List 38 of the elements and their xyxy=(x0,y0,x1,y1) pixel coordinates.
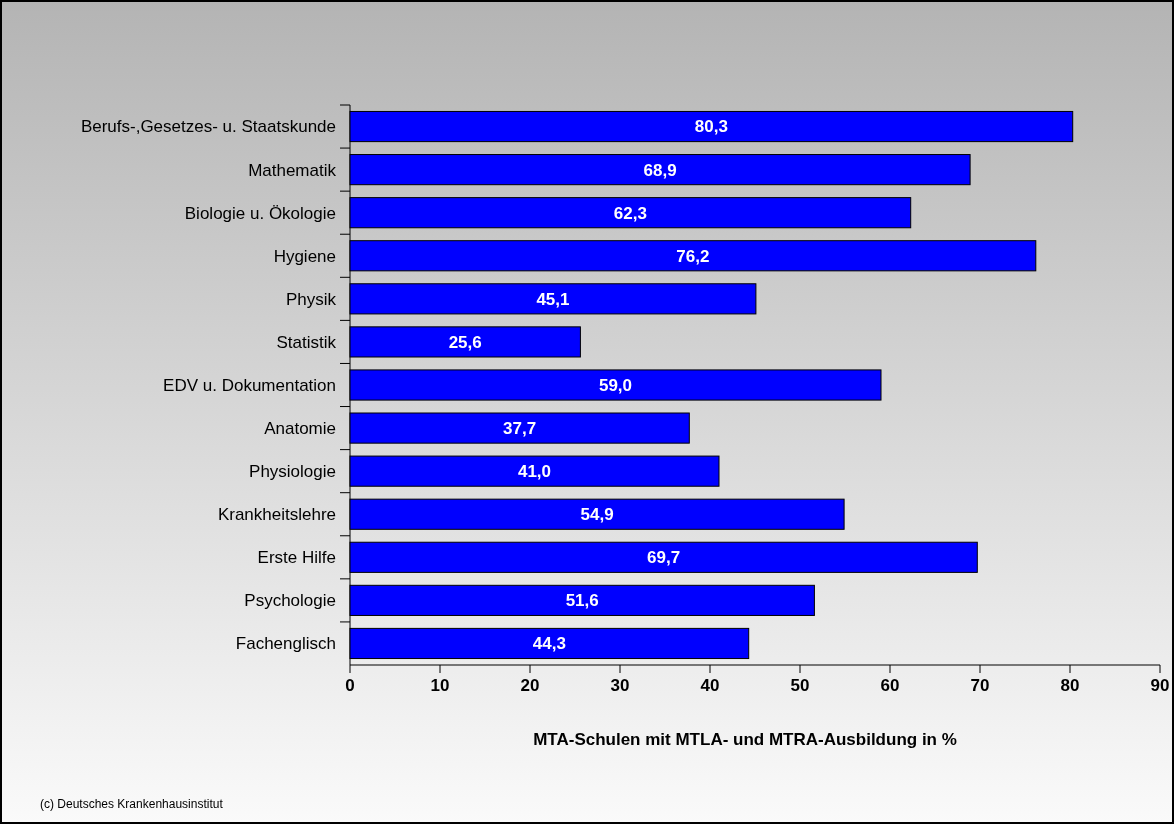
x-tick-label: 20 xyxy=(520,676,540,695)
y-tick-label: Hygiene xyxy=(273,246,336,266)
y-tick-label: Anatomie xyxy=(264,419,336,439)
text: (c) Deutsches Krankenhausinstitut xyxy=(40,797,224,811)
x-tick-label: 50 xyxy=(790,676,810,695)
y-tick-label: Psychologie xyxy=(244,591,336,611)
x-tick-label: 30 xyxy=(610,676,630,695)
data-label: 45,1 xyxy=(536,289,570,309)
y-tick-label: Fachenglisch xyxy=(235,634,336,654)
data-label: 54,9 xyxy=(580,505,614,525)
x-tick-label: 60 xyxy=(880,676,900,695)
data-label: 68,9 xyxy=(643,160,677,180)
data-label: 59,0 xyxy=(598,375,633,395)
x-tick-label: 0 xyxy=(345,676,355,695)
x-tick-label: 70 xyxy=(970,676,990,695)
data-label: 80,3 xyxy=(694,117,728,137)
data-label: 25,6 xyxy=(448,332,482,352)
x-axis-title: MTA-Schulen mit MTLA- und MTRA-Ausbildung in % xyxy=(533,730,957,749)
y-tick-label: Mathematik xyxy=(248,160,337,180)
y-tick-label: Physiologie xyxy=(249,462,336,482)
y-tick-label: Physik xyxy=(285,289,337,309)
x-tick-label: 80 xyxy=(1060,676,1080,695)
y-tick-label: Berufs-,Gesetzes- u. Staatskunde xyxy=(80,117,336,137)
y-tick-label: Biologie u. Ökologie xyxy=(184,203,336,223)
data-label: 41,0 xyxy=(517,462,552,482)
x-tick-label: 10 xyxy=(430,676,450,695)
y-tick-label: Statistik xyxy=(276,332,337,352)
x-tick-label: 40 xyxy=(700,676,720,695)
y-tick-label: Erste Hilfe xyxy=(257,548,336,568)
data-label: 76,2 xyxy=(676,246,710,266)
data-label: 37,7 xyxy=(503,419,537,439)
y-tick-label: EDV u. Dokumentation xyxy=(163,375,336,395)
x-tick-label: 90 xyxy=(1150,676,1170,695)
y-tick-label: Krankheitslehre xyxy=(217,505,336,525)
data-label: 69,7 xyxy=(647,548,681,568)
data-label: 44,3 xyxy=(532,634,566,654)
data-label: 51,6 xyxy=(565,591,599,611)
data-label: 62,3 xyxy=(613,203,647,223)
